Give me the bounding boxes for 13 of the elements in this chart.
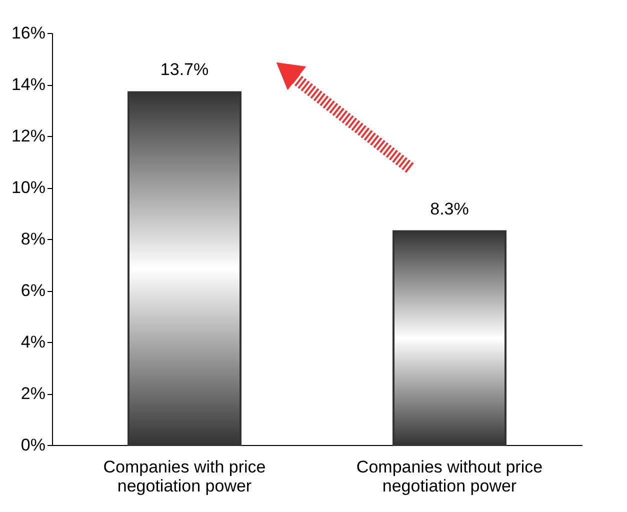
data-label: 13.7% xyxy=(160,60,209,80)
y-tick-label: 2% xyxy=(20,384,46,403)
y-tick-label: 0% xyxy=(20,436,46,454)
y-tick-label: 8% xyxy=(20,230,46,248)
y-tick-label: 4% xyxy=(20,332,46,352)
y-tick-label: 16% xyxy=(11,24,46,42)
y-tick-label: 14% xyxy=(11,75,46,94)
data-label: 8.3% xyxy=(430,199,469,218)
x-tick-label: Companies without price negotiation power xyxy=(356,458,543,496)
y-tick-label: 12% xyxy=(11,126,46,146)
y-tick-label: 6% xyxy=(20,281,46,300)
y-tick-label: 10% xyxy=(11,178,46,197)
x-tick-label: Companies with price negotiation power xyxy=(103,458,266,496)
